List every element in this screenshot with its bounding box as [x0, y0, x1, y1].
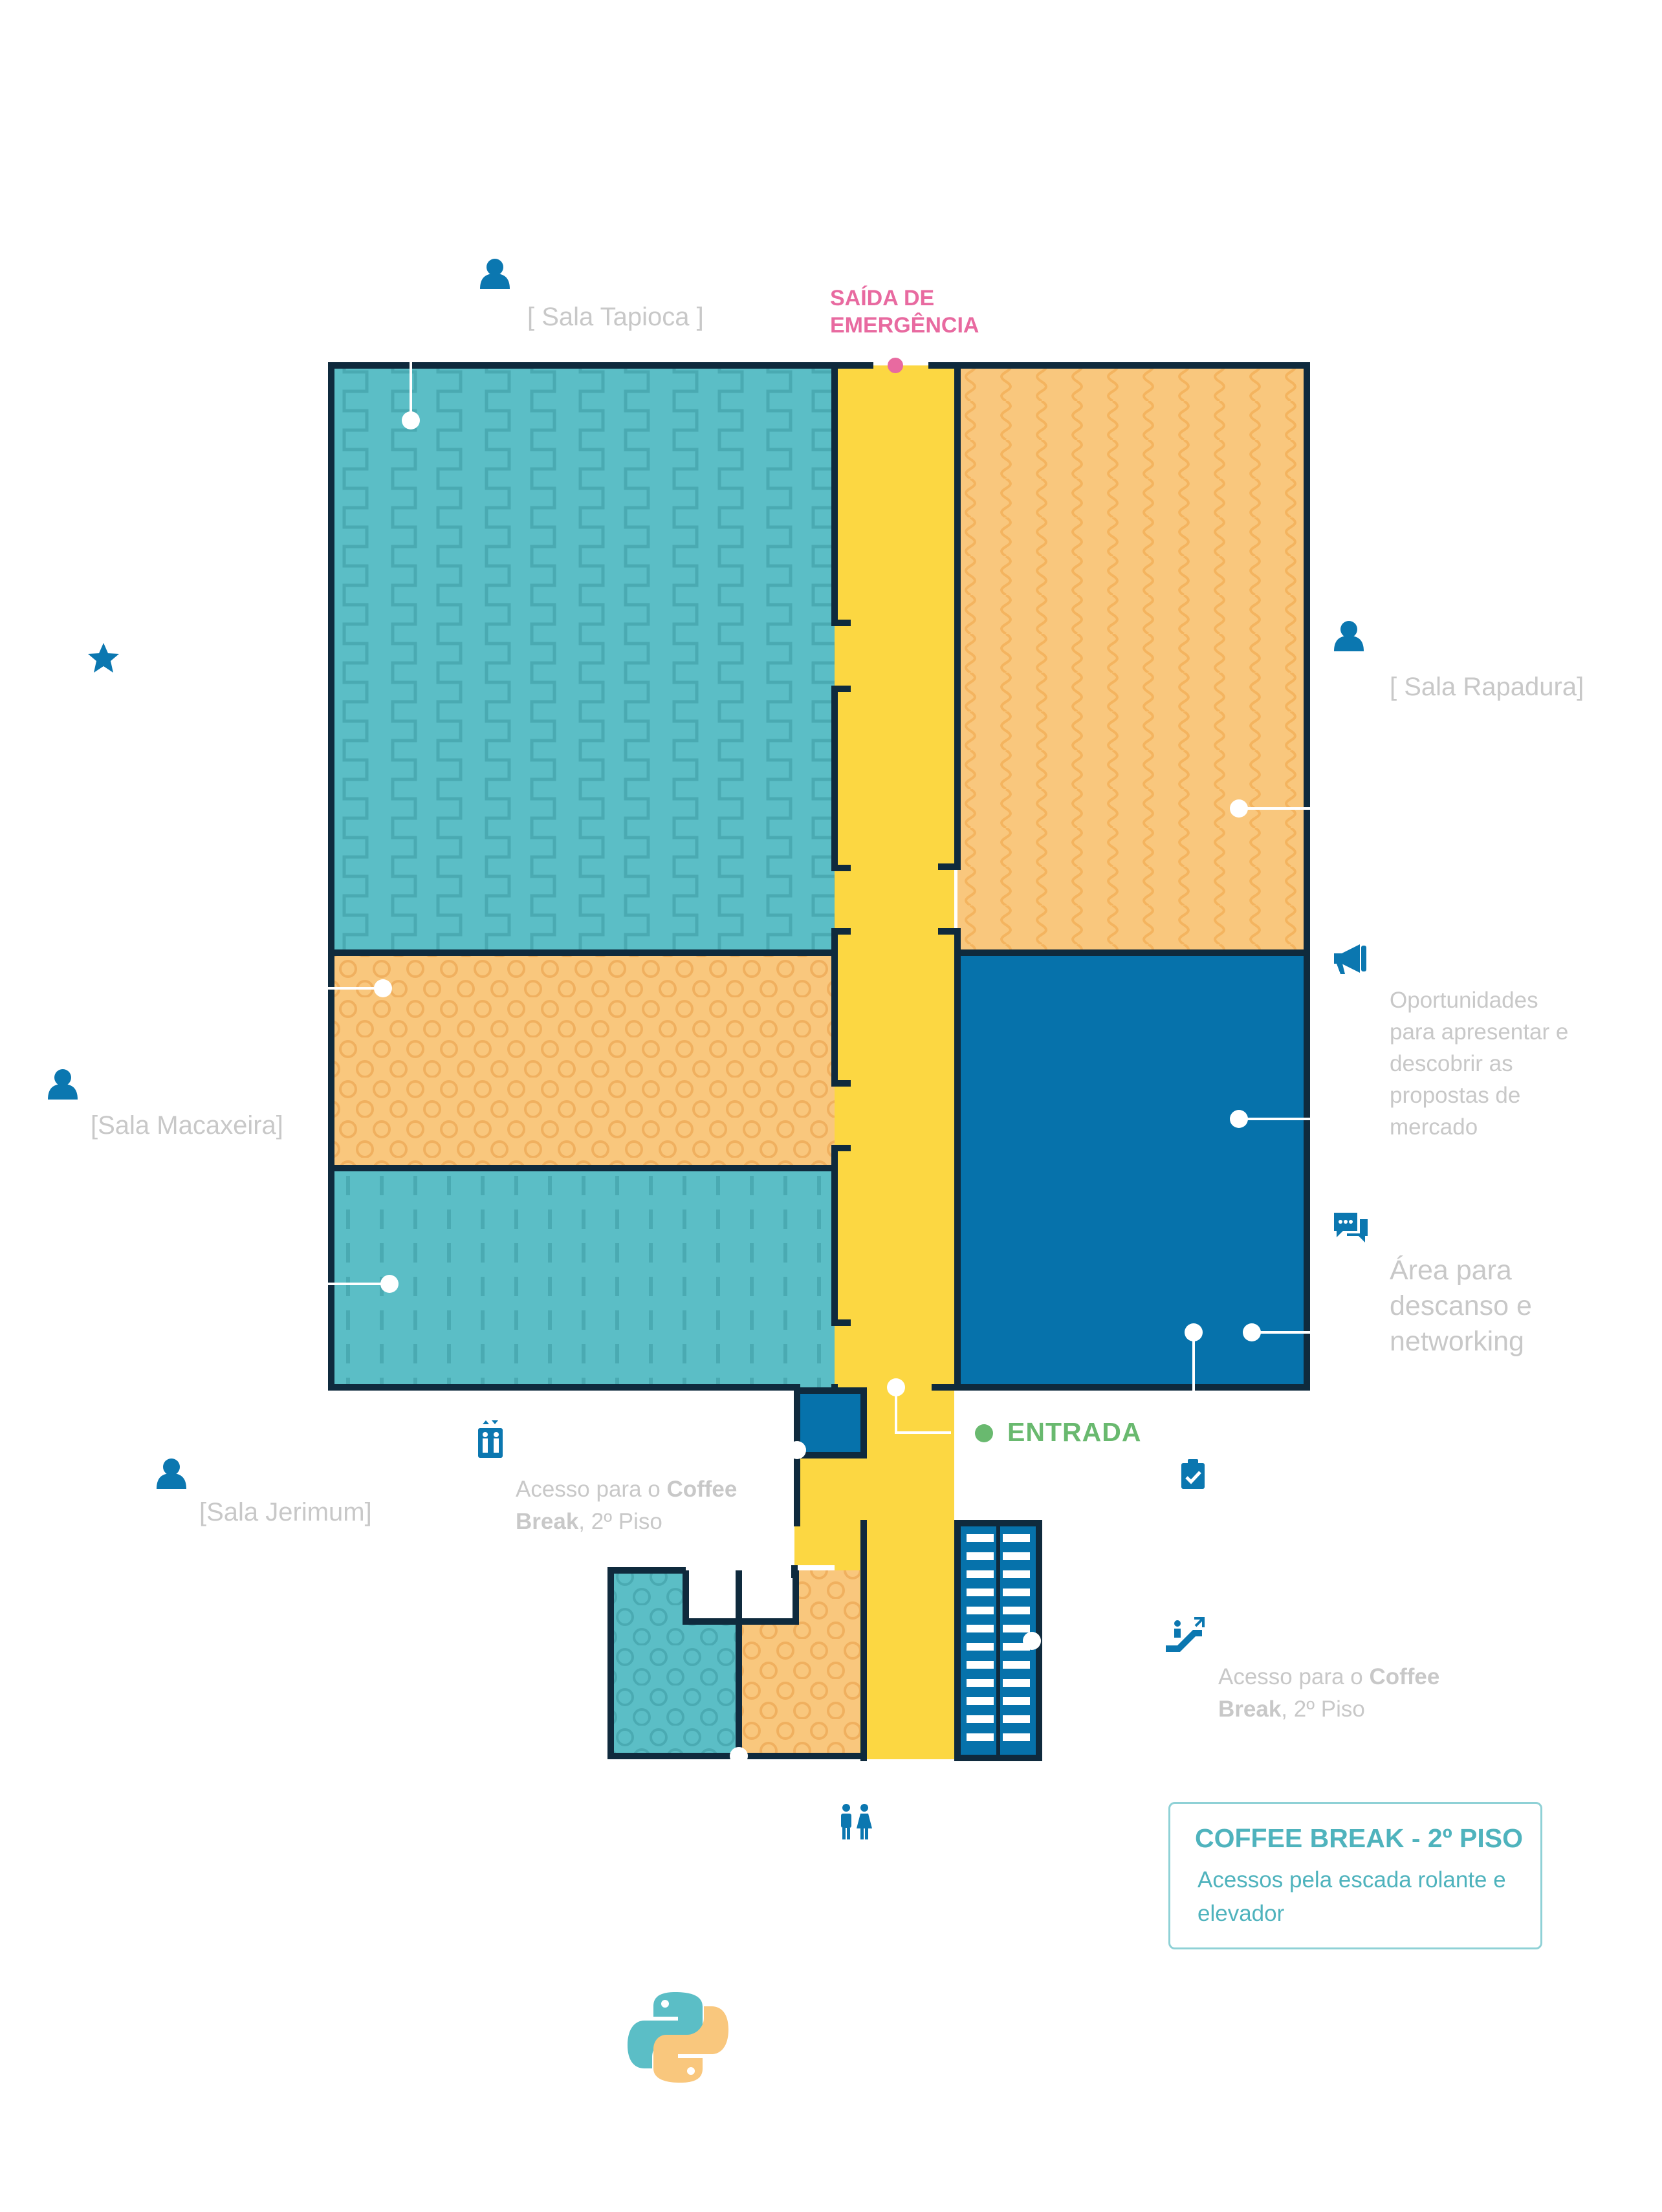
- sala-jerimum-label: [Sala Jerimum]: [199, 1498, 372, 1526]
- escalator-icon: [1166, 1617, 1205, 1652]
- elevator-access-label: Acesso para o Coffee Break, 2º Piso: [516, 1477, 738, 1534]
- sala-macaxeira-room[interactable]: [331, 953, 835, 1166]
- sala-rapadura-label: [ Sala Rapadura]: [1390, 673, 1584, 701]
- emergency-exit-dot: [888, 358, 903, 373]
- elevator-shaft[interactable]: [794, 1387, 867, 1458]
- descanso-label: Área para descanso e networking: [1390, 1255, 1532, 1357]
- entrance-dot: [975, 1424, 993, 1442]
- person-icon: [48, 1069, 78, 1100]
- person-icon: [157, 1458, 186, 1489]
- legend-subtitle: Acessos pela escada rolante e elevador: [1197, 1867, 1506, 1926]
- walls: [328, 362, 1310, 1761]
- chat-bubbles-icon: [1334, 1213, 1368, 1242]
- oportunidades-area[interactable]: [957, 953, 1307, 1387]
- entrance-label: ENTRADA: [1007, 1417, 1142, 1447]
- oportunidades-label: Oportunidades para apresentar e descobri…: [1390, 988, 1569, 1140]
- star-icon: [88, 643, 119, 673]
- coffee-break-legend: COFFEE BREAK - 2º PISO Acessos pela esca…: [1168, 1802, 1542, 1949]
- escalator-access-label: Acesso para o Coffee Break, 2º Piso: [1218, 1664, 1440, 1722]
- megaphone-icon: [1334, 944, 1366, 974]
- emergency-exit-label: SAÍDA DE EMERGÊNCIA: [830, 286, 979, 338]
- sala-tapioca-room[interactable]: [331, 365, 835, 951]
- sala-jerimum-room[interactable]: [331, 1169, 835, 1387]
- checklist-icon: [1181, 1459, 1205, 1489]
- sala-macaxeira-label: [Sala Macaxeira]: [91, 1111, 283, 1140]
- sala-rapadura-room[interactable]: [957, 365, 1307, 951]
- restroom-icon: [841, 1804, 872, 1839]
- label-connectors: [323, 362, 1310, 1450]
- person-icon: [480, 259, 510, 289]
- elevator-icon: [478, 1420, 503, 1458]
- sala-tapioca-label: [ Sala Tapioca ]: [527, 303, 704, 331]
- legend-title: COFFEE BREAK - 2º PISO: [1195, 1823, 1524, 1853]
- python-logo: [628, 1992, 728, 2083]
- location-dots: [374, 411, 1261, 1765]
- person-icon: [1334, 621, 1364, 651]
- restroom-rooms[interactable]: [607, 1565, 862, 1759]
